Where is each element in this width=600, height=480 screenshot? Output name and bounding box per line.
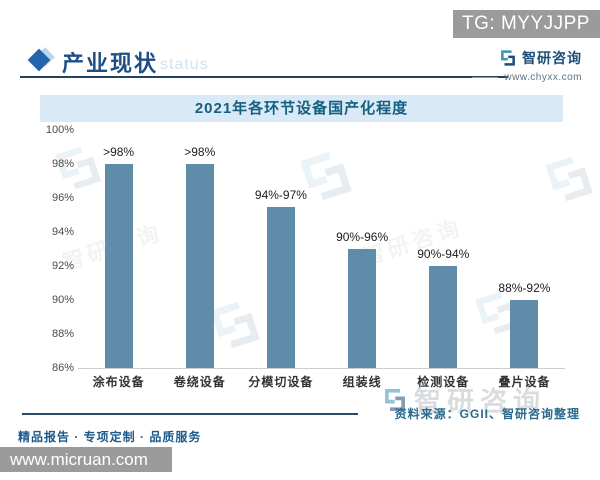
x-axis-label: 涂布设备 — [92, 375, 145, 389]
x-axis-label: 检测设备 — [417, 375, 470, 389]
bar — [510, 300, 539, 368]
y-axis-tick: 100% — [45, 124, 74, 136]
y-axis-tick: 98% — [51, 158, 74, 170]
data-source: 资料来源：GGII、智研咨询整理 — [394, 407, 580, 421]
diamond-icon — [27, 47, 56, 75]
bar — [348, 249, 377, 368]
x-axis-label: 组装线 — [342, 375, 382, 389]
bar — [429, 266, 458, 368]
y-axis-tick: 90% — [51, 294, 74, 306]
bar-column: 90%-94% — [403, 130, 484, 368]
y-axis-tick: 96% — [51, 192, 74, 204]
bar — [266, 206, 295, 368]
y-axis-tick: 92% — [51, 260, 74, 272]
bar-column: 90%-96% — [322, 130, 403, 368]
y-axis-tick: 94% — [51, 226, 74, 238]
chart-plot: 100% 98% 96% 94% 92% 90% 88% 86% >98% >98% 94%-97… — [0, 124, 600, 374]
bar-column: >98% — [159, 130, 240, 368]
bar — [185, 164, 214, 368]
header-divider — [20, 76, 508, 78]
bar-column: 88%-92% — [484, 130, 565, 368]
x-axis-label: 分模切设备 — [248, 375, 314, 389]
zhiyan-logo-icon — [501, 50, 515, 66]
tg-badge: TG: MYYJJPP — [453, 10, 600, 38]
header-watermark: status — [160, 56, 209, 73]
site-url-bar: www.micruan.com — [0, 447, 172, 472]
chart-title: 2021年各环节设备国产化程度 — [40, 95, 563, 122]
bar-value-label: 90%-96% — [336, 230, 389, 244]
brand-logo: 智研咨询 www.chyxx.com — [472, 48, 582, 83]
brand-url: www.chyxx.com — [504, 72, 582, 83]
y-axis-tick: 88% — [51, 328, 74, 340]
x-axis-label: 叠片设备 — [498, 375, 551, 389]
bar-value-label: >98% — [103, 145, 135, 159]
bar-value-label: 90%-94% — [417, 247, 470, 261]
header: 产业现状 status — [0, 44, 600, 78]
y-axis-tick: 86% — [51, 362, 74, 374]
page-title: 产业现状 — [62, 51, 159, 76]
bar-value-label: 94%-97% — [254, 187, 307, 202]
plot-columns: >98% >98% 94%-97% 90%-96% 90%-94% 88%-92% — [78, 130, 565, 369]
x-axis-label: 卷绕设备 — [173, 375, 226, 389]
bar-value-label: >98% — [184, 145, 216, 159]
bar-column: 94%-97% — [240, 130, 321, 368]
bar-column: >98% — [78, 130, 159, 368]
footer-slogan: 精品报告 · 专项定制 · 品质服务 — [18, 430, 202, 444]
y-axis: 100% 98% 96% 94% 92% 90% 88% 86% — [40, 124, 74, 374]
brand-name: 智研咨询 — [522, 50, 582, 66]
x-axis: 涂布设备 卷绕设备 分模切设备 组装线 检测设备 叠片设备 — [78, 373, 565, 390]
source-divider — [22, 413, 358, 415]
bar — [104, 164, 133, 368]
bar-value-label: 88%-92% — [498, 281, 551, 295]
logo-dash — [472, 77, 499, 78]
